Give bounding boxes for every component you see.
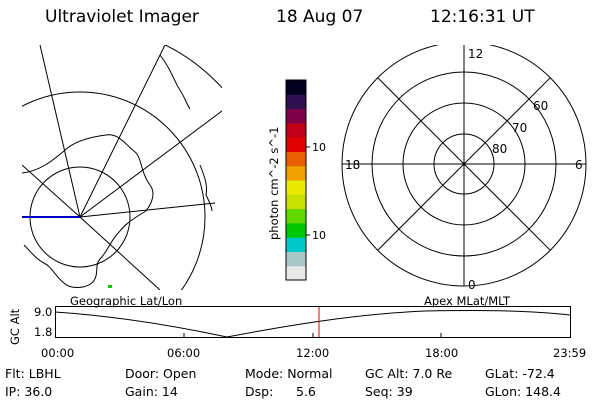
flt-info: Flt: LBHL: [5, 366, 61, 381]
x-tick-1800: 18:00: [425, 346, 459, 360]
geographic-map: [22, 45, 222, 290]
x-tick-2359: 23:59: [553, 346, 587, 360]
coastline-nz: [199, 164, 213, 212]
colorbar-frame: [285, 79, 307, 281]
meridian-3: [79, 110, 222, 218]
colorbar-label-100: 100: [312, 141, 326, 154]
polar-plot: 12 18 6 0 60 70 80: [341, 45, 587, 292]
colorbar-cell: [286, 222, 306, 238]
x-tick-0600: 06:00: [167, 346, 201, 360]
mlat-label-60: 60: [533, 99, 548, 113]
meridian-2: [79, 45, 166, 218]
seq-info: Seq: 39: [365, 384, 413, 399]
mode-info: Mode: Normal: [245, 366, 333, 381]
colorbar-cell: [286, 165, 306, 181]
glat-info: GLat: -72.4: [485, 366, 555, 381]
altitude-curve: [55, 309, 571, 338]
x-tick-0000: 00:00: [41, 346, 75, 360]
gc-alt-axis-label: GC Alt: [8, 308, 22, 345]
gain-info: Gain: 14: [125, 384, 178, 399]
dsp-value: 5.6: [296, 384, 316, 399]
x-axis-ticks: [183, 333, 442, 337]
header-date: 18 Aug 07: [276, 7, 364, 27]
colorbar-cell: [286, 80, 306, 95]
door-info: Door: Open: [125, 366, 197, 381]
lat-circle-1: [22, 91, 206, 290]
ip-info: IP: 36.0: [5, 384, 53, 399]
meridian-1: [39, 45, 81, 218]
x-tick-1200: 12:00: [296, 346, 330, 360]
colorbar-gradient: [286, 80, 306, 281]
colorbar-cell: [286, 208, 306, 224]
apex-mlat-mlt-label: Apex MLat/MLT: [424, 294, 511, 308]
colorbar-cell: [286, 122, 306, 138]
app-title: Ultraviolet Imager: [45, 7, 199, 27]
glon-info: GLon: 148.4: [485, 384, 561, 399]
timeline-frame: [55, 306, 571, 338]
colorbar-cell: [286, 237, 306, 252]
header-time: 12:16:31 UT: [430, 7, 535, 27]
track-marker: [108, 285, 112, 288]
colorbar-cell: [286, 251, 306, 267]
colorbar-cell: [286, 151, 306, 167]
mlt-label-top: 12: [468, 47, 483, 61]
colorbar: 100 10: [285, 79, 326, 281]
polar-diagonal-2: [377, 77, 551, 251]
colorbar-cell: [286, 137, 306, 152]
altitude-timeline: [55, 306, 571, 338]
colorbar-cell: [286, 180, 306, 195]
dsp-info: Dsp:: [245, 384, 274, 399]
coastline-antarctica: [22, 134, 154, 288]
y-tick-9: 9.0: [34, 305, 53, 319]
geographic-latlon-label: Geographic Lat/Lon: [70, 294, 183, 308]
meridian-6: [22, 164, 81, 218]
y-tick-1-8: 1.8: [34, 325, 53, 339]
mlt-label-left: 18: [345, 158, 360, 172]
meridian-4: [79, 202, 216, 218]
mlat-label-80: 80: [492, 142, 507, 156]
coastline-australia: [159, 54, 191, 110]
mlat-label-70: 70: [512, 121, 527, 135]
gc-alt-info: GC Alt: 7.0 Re: [365, 366, 453, 381]
mlt-label-bottom: 0: [468, 278, 476, 292]
colorbar-cell: [286, 265, 306, 281]
meridian-5: [79, 216, 161, 290]
colorbar-cell: [286, 108, 306, 124]
colorbar-cell: [286, 194, 306, 210]
mlt-label-right: 6: [575, 158, 583, 172]
colorbar-cell: [286, 94, 306, 110]
colorbar-unit-label: photon cm^-2 s^-1: [267, 126, 281, 241]
colorbar-label-10: 10: [312, 229, 326, 242]
